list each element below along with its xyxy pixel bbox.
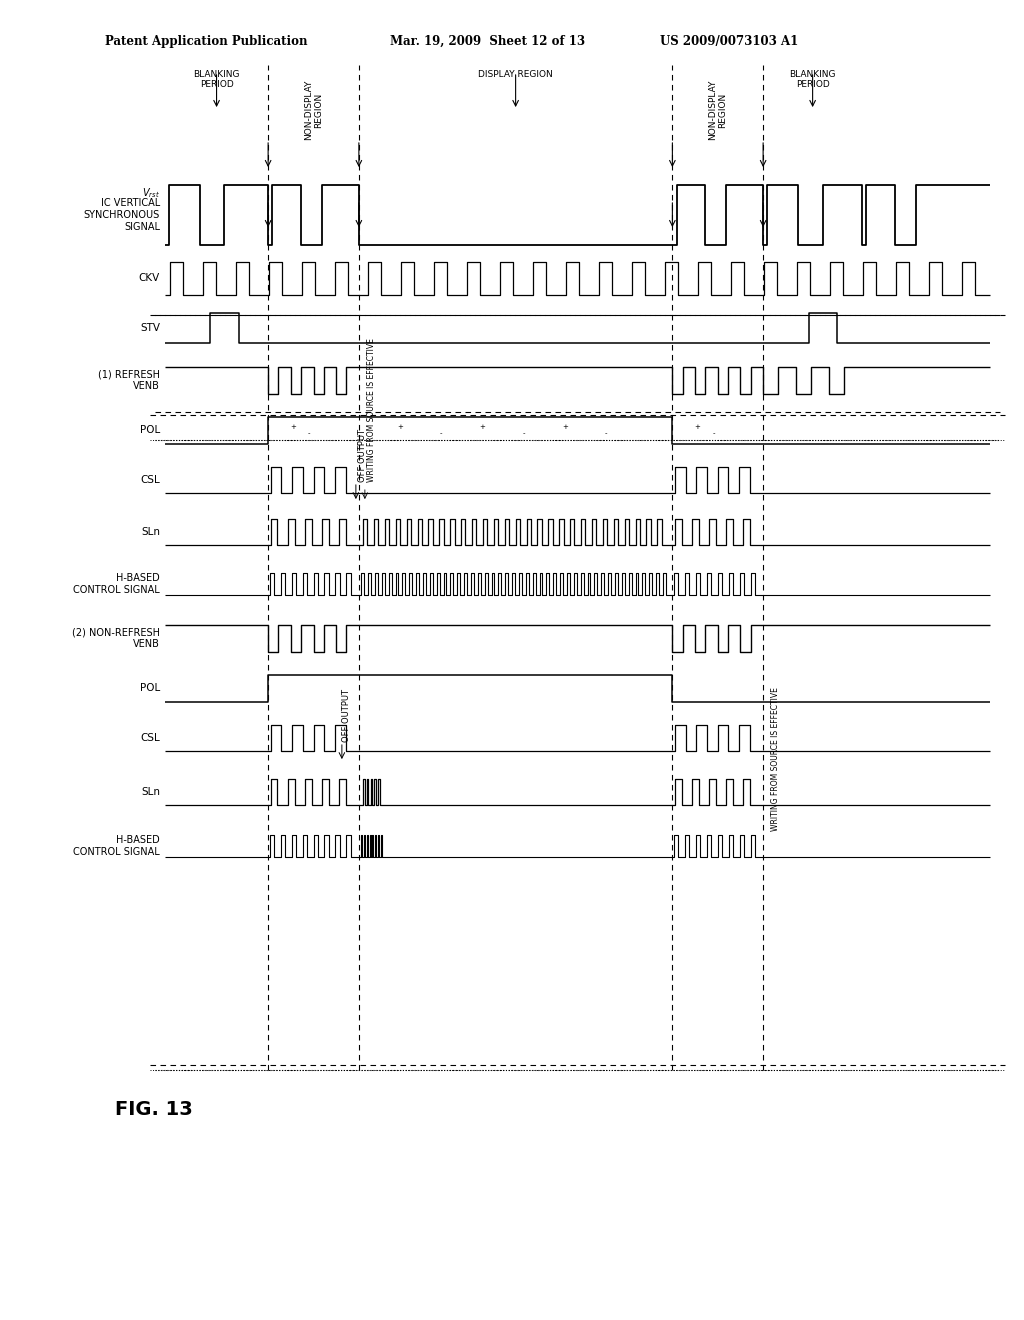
Text: $V_{rst}$: $V_{rst}$ [142, 186, 160, 199]
Text: NON-DISPLAY
REGION: NON-DISPLAY REGION [304, 81, 324, 140]
Text: WRITING FROM SOURCE IS EFFECTIVE: WRITING FROM SOURCE IS EFFECTIVE [367, 338, 376, 482]
Text: H-BASED
CONTROL SIGNAL: H-BASED CONTROL SIGNAL [74, 573, 160, 595]
Text: WRITING FROM SOURCE IS EFFECTIVE: WRITING FROM SOURCE IS EFFECTIVE [771, 688, 780, 832]
Text: -: - [713, 430, 715, 436]
Text: Mar. 19, 2009  Sheet 12 of 13: Mar. 19, 2009 Sheet 12 of 13 [390, 36, 585, 48]
Text: CKV: CKV [138, 273, 160, 282]
Text: BLANKING
PERIOD: BLANKING PERIOD [790, 70, 836, 90]
Text: CSL: CSL [140, 475, 160, 484]
Text: DISPLAY REGION: DISPLAY REGION [478, 70, 553, 79]
Text: SLn: SLn [141, 787, 160, 797]
Text: NON-DISPLAY
REGION: NON-DISPLAY REGION [708, 81, 727, 140]
Text: US 2009/0073103 A1: US 2009/0073103 A1 [660, 36, 799, 48]
Text: FIG. 13: FIG. 13 [115, 1100, 193, 1119]
Text: +: + [290, 424, 296, 430]
Text: -: - [605, 430, 607, 436]
Text: IC VERTICAL
SYNCHRONOUS
SIGNAL: IC VERTICAL SYNCHRONOUS SIGNAL [84, 198, 160, 231]
Text: +: + [562, 424, 568, 430]
Text: BLANKING
PERIOD: BLANKING PERIOD [194, 70, 240, 90]
Text: +: + [694, 424, 700, 430]
Text: +: + [479, 424, 485, 430]
Text: -: - [440, 430, 442, 436]
Text: CSL: CSL [140, 733, 160, 743]
Text: Patent Application Publication: Patent Application Publication [105, 36, 307, 48]
Text: H-BASED
CONTROL SIGNAL: H-BASED CONTROL SIGNAL [74, 836, 160, 857]
Text: (1) REFRESH
VENB: (1) REFRESH VENB [98, 370, 160, 391]
Text: OFF OUTPUT: OFF OUTPUT [357, 429, 367, 482]
Text: POL: POL [139, 425, 160, 436]
Text: +: + [397, 424, 403, 430]
Text: STV: STV [140, 323, 160, 333]
Text: OFF OUTPUT: OFF OUTPUT [342, 689, 351, 742]
Text: (2) NON-REFRESH
VENB: (2) NON-REFRESH VENB [72, 627, 160, 649]
Text: SLn: SLn [141, 527, 160, 537]
Text: -: - [308, 430, 310, 436]
Text: POL: POL [139, 682, 160, 693]
Text: -: - [522, 430, 525, 436]
